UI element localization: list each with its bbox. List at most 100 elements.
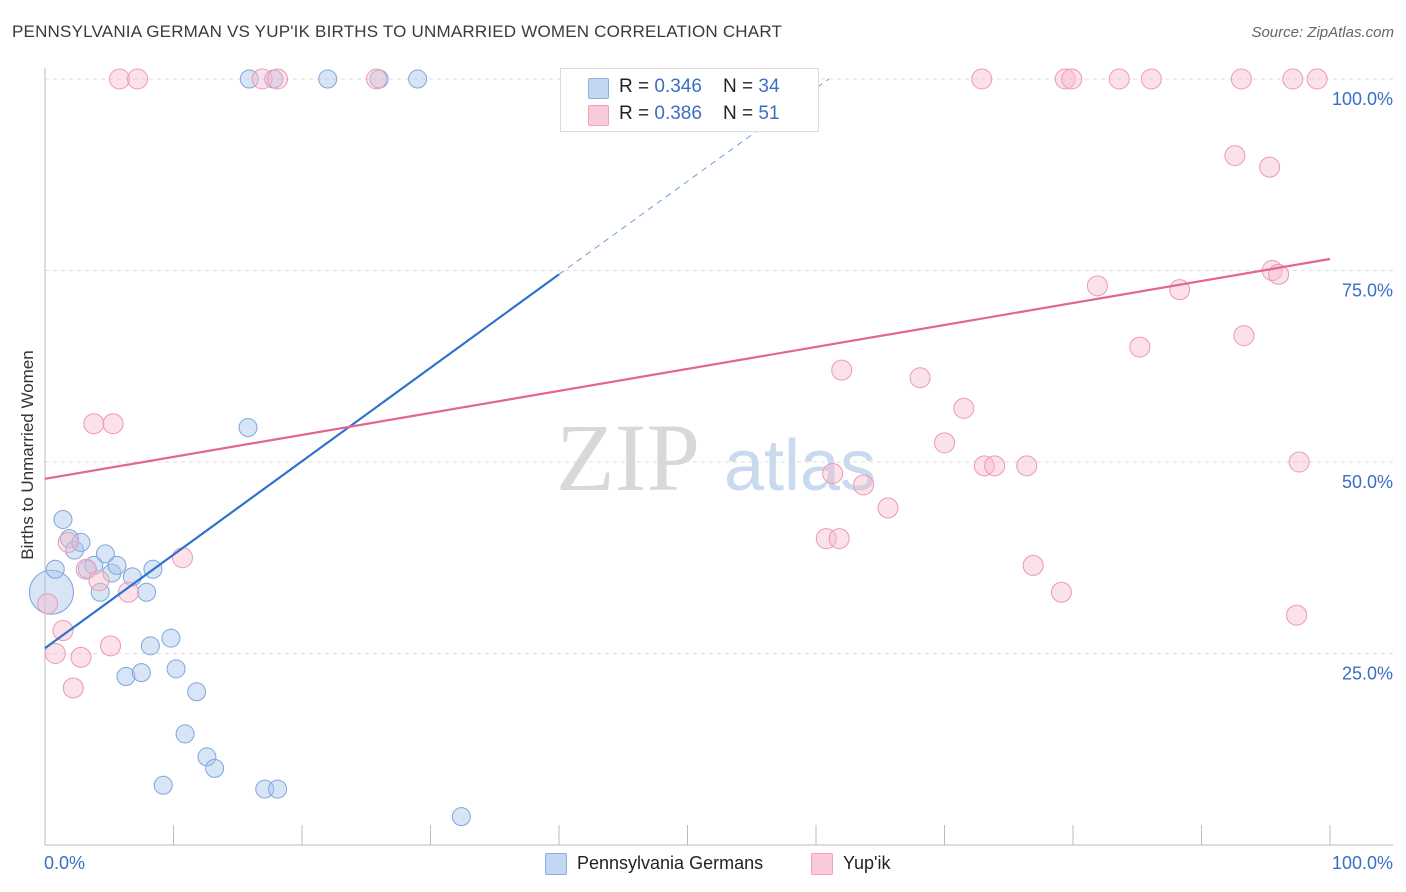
point-pennsylvania-germans (369, 69, 389, 89)
point-yupik (1230, 68, 1252, 90)
point-yupik (853, 474, 875, 496)
point-yupik (971, 68, 993, 90)
point-yupik (1050, 581, 1072, 603)
x-tick-label: 100.0% (1332, 853, 1393, 873)
point-yupik (57, 531, 79, 553)
legend-r-value: 0.386 (654, 103, 702, 124)
point-pennsylvania-germans (408, 69, 428, 89)
chart-source: Source: ZipAtlas.com (1251, 24, 1394, 41)
point-yupik (1054, 68, 1076, 90)
legend-n-value: 34 (758, 76, 780, 97)
point-yupik (984, 455, 1006, 477)
point-pennsylvania-germans (175, 724, 195, 744)
legend-text: R = 0.386 N = 51 (619, 103, 780, 125)
y-tick-label: 25.0% (1342, 664, 1393, 684)
point-pennsylvania-germans (84, 555, 104, 575)
grid-lines (45, 78, 1393, 654)
point-yupik (1233, 325, 1255, 347)
x-tick-label: 0.0% (44, 853, 85, 873)
point-pennsylvania-germans (131, 663, 151, 683)
series-swatch-pink (811, 853, 833, 875)
point-pennsylvania-germans (95, 544, 115, 564)
point-yupik (909, 367, 931, 389)
point-yupik (52, 620, 74, 642)
series-legend-label: Pennsylvania Germans (577, 853, 764, 873)
point-pennsylvania-germans (238, 418, 258, 438)
point-yupik (366, 68, 388, 90)
watermark: ZIP atlas (556, 404, 876, 511)
y-tick-label: 100.0% (1332, 89, 1393, 109)
point-yupik (127, 68, 149, 90)
point-pennsylvania-germans (451, 807, 471, 827)
point-yupik (831, 359, 853, 381)
point-yupik (62, 677, 84, 699)
correlation-legend: R = 0.346 N = 34 R = 0.386 N = 51 (560, 68, 819, 132)
point-pennsylvania-germans (53, 509, 73, 529)
point-pennsylvania-germans (107, 555, 127, 575)
point-yupik (102, 413, 124, 435)
point-yupik (934, 432, 955, 454)
point-pennsylvania-germans (205, 758, 225, 778)
tick-labels: 25.0% 50.0% 75.0% 100.0% 0.0% 100.0% (44, 89, 1393, 873)
legend-r-value: 0.346 (654, 76, 702, 97)
point-pennsylvania-germans (161, 628, 181, 648)
trend-line-yupik (44, 257, 1331, 480)
point-yupik (267, 68, 289, 90)
point-yupik (70, 646, 92, 668)
point-yupik (1140, 68, 1162, 90)
point-yupik (88, 570, 110, 592)
series-swatch-blue (545, 853, 567, 875)
trend-line-pennsylvania-germans (44, 273, 560, 650)
point-yupik (1306, 68, 1328, 90)
point-yupik (1282, 68, 1304, 90)
point-pennsylvania-germans (239, 69, 259, 89)
point-yupik (1286, 604, 1308, 626)
trend-lines (44, 78, 1331, 650)
point-pennsylvania-germans (197, 747, 217, 767)
legend-n-label: N = (723, 76, 759, 97)
point-pennsylvania-germans (153, 775, 173, 795)
point-yupik (251, 68, 273, 90)
point-yupik (1288, 451, 1310, 473)
point-pennsylvania-germans (71, 532, 91, 552)
legend-n-label: N = (723, 103, 759, 124)
point-yupik (1259, 156, 1281, 178)
series-legend-label: Yup'ik (843, 853, 891, 873)
point-yupik (37, 593, 59, 615)
point-pennsylvania-germans (187, 682, 207, 702)
point-yupik (1022, 554, 1044, 576)
chart-title: PENNSYLVANIA GERMAN VS YUP'IK BIRTHS TO … (12, 22, 783, 41)
legend-text: R = 0.346 N = 34 (619, 76, 780, 98)
point-yupik (822, 462, 844, 484)
y-tick-label: 50.0% (1342, 472, 1393, 492)
point-yupik (44, 643, 66, 664)
point-pennsylvania-germans (137, 582, 157, 602)
y-tick-label: 75.0% (1342, 281, 1393, 301)
point-yupik (953, 397, 975, 419)
point-yupik (1224, 145, 1246, 167)
point-pennsylvania-germans (45, 559, 65, 579)
point-yupik (100, 635, 122, 657)
point-yupik (877, 497, 899, 519)
legend-n-value: 51 (758, 103, 780, 124)
point-yupik (118, 581, 140, 603)
point-pennsylvania-germans (116, 666, 136, 686)
point-yupik (83, 413, 105, 435)
point-pennsylvania-germans (28, 569, 74, 615)
legend-r-label: R = (619, 76, 655, 97)
point-pennsylvania-germans (268, 779, 288, 799)
point-yupik (1016, 455, 1038, 477)
point-pennsylvania-germans (166, 659, 186, 679)
legend-swatch-pink (588, 105, 609, 126)
legend-swatch-blue (588, 78, 609, 99)
axes (44, 68, 1393, 846)
point-yupik (109, 68, 131, 90)
point-yupik (815, 528, 837, 550)
point-pennsylvania-germans (318, 69, 338, 89)
point-pennsylvania-germans (90, 582, 110, 602)
point-yupik (828, 528, 850, 550)
point-yupik (1061, 68, 1083, 90)
point-yupik (171, 547, 193, 569)
watermark-atlas: atlas (724, 426, 876, 506)
